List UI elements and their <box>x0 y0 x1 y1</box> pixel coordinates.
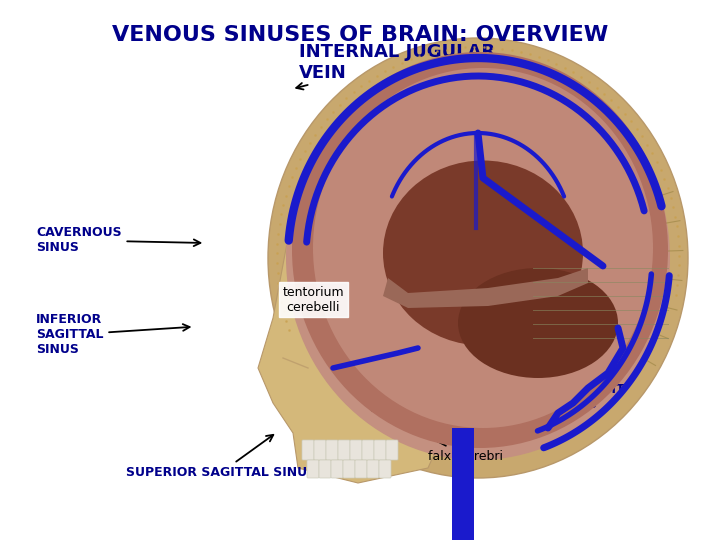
FancyBboxPatch shape <box>362 440 374 460</box>
FancyBboxPatch shape <box>302 440 314 460</box>
FancyBboxPatch shape <box>367 460 379 478</box>
Text: tentorium
cerebelli: tentorium cerebelli <box>282 286 344 314</box>
FancyBboxPatch shape <box>314 440 326 460</box>
Text: INFERIOR
SAGITTAL
SINUS: INFERIOR SAGITTAL SINUS <box>36 313 189 356</box>
FancyBboxPatch shape <box>350 440 362 460</box>
Ellipse shape <box>286 56 670 460</box>
Text: falx  cerebri: falx cerebri <box>368 404 503 463</box>
FancyBboxPatch shape <box>355 460 367 478</box>
Ellipse shape <box>383 160 583 346</box>
Ellipse shape <box>292 52 668 448</box>
Text: SIGMOID SINUS: SIGMOID SINUS <box>361 174 501 201</box>
Polygon shape <box>258 238 448 483</box>
Text: TRANSVERSE
SINUS: TRANSVERSE SINUS <box>534 226 650 254</box>
FancyBboxPatch shape <box>307 460 319 478</box>
Ellipse shape <box>313 68 653 428</box>
Ellipse shape <box>268 38 688 478</box>
Text: INTERNAL JUGULAR
VEIN: INTERNAL JUGULAR VEIN <box>296 43 495 90</box>
Text: CAVERNOUS
SINUS: CAVERNOUS SINUS <box>36 226 200 254</box>
Ellipse shape <box>458 268 618 378</box>
Polygon shape <box>383 268 588 308</box>
Bar <box>452 428 474 540</box>
FancyBboxPatch shape <box>331 460 343 478</box>
FancyBboxPatch shape <box>338 440 350 460</box>
FancyBboxPatch shape <box>326 440 338 460</box>
FancyBboxPatch shape <box>374 440 386 460</box>
FancyBboxPatch shape <box>379 460 391 478</box>
Text: SUPERIOR SAGITTAL SINUS: SUPERIOR SAGITTAL SINUS <box>126 435 316 479</box>
Text: STRAIGHT
SINUS: STRAIGHT SINUS <box>505 356 625 411</box>
FancyBboxPatch shape <box>343 460 355 478</box>
FancyBboxPatch shape <box>386 440 398 460</box>
FancyBboxPatch shape <box>319 460 331 478</box>
Text: VENOUS SINUSES OF BRAIN: OVERVIEW: VENOUS SINUSES OF BRAIN: OVERVIEW <box>112 25 608 45</box>
